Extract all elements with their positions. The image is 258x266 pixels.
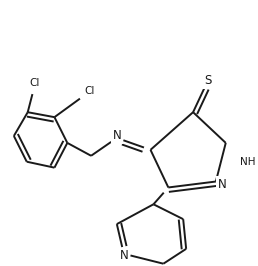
Text: Cl: Cl: [29, 78, 40, 89]
Text: N: N: [112, 130, 121, 143]
Text: S: S: [204, 74, 212, 87]
Text: N: N: [218, 178, 227, 191]
Text: NH: NH: [240, 157, 255, 167]
Text: N: N: [119, 249, 128, 262]
Text: Cl: Cl: [84, 86, 94, 96]
